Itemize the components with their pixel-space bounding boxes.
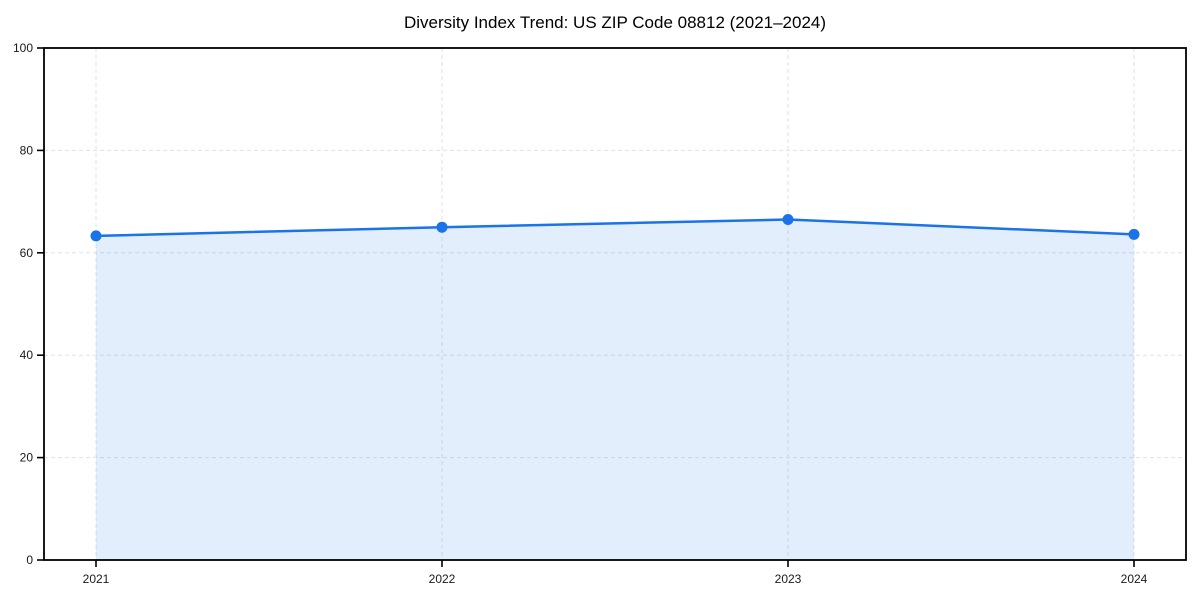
data-point-marker bbox=[436, 221, 448, 233]
x-tick-label: 2021 bbox=[83, 572, 110, 586]
y-tick-label: 40 bbox=[20, 348, 34, 362]
y-tick-label: 60 bbox=[20, 246, 34, 260]
plot-border bbox=[43, 47, 1187, 561]
x-tick-label: 2023 bbox=[775, 572, 802, 586]
area-fill bbox=[96, 219, 1134, 560]
y-tick-label: 80 bbox=[20, 143, 34, 157]
trend-line bbox=[94, 218, 1136, 238]
x-tick-label: 2022 bbox=[429, 572, 456, 586]
data-point-marker bbox=[90, 230, 102, 242]
y-tick-label: 20 bbox=[20, 451, 34, 465]
chart-title: Diversity Index Trend: US ZIP Code 08812… bbox=[403, 13, 827, 32]
y-tick-label: 100 bbox=[13, 41, 33, 55]
data-point-marker bbox=[1128, 228, 1140, 240]
data-point-marker bbox=[782, 214, 794, 226]
x-tick-label: 2024 bbox=[1121, 572, 1148, 586]
y-tick-label: 0 bbox=[26, 553, 33, 567]
